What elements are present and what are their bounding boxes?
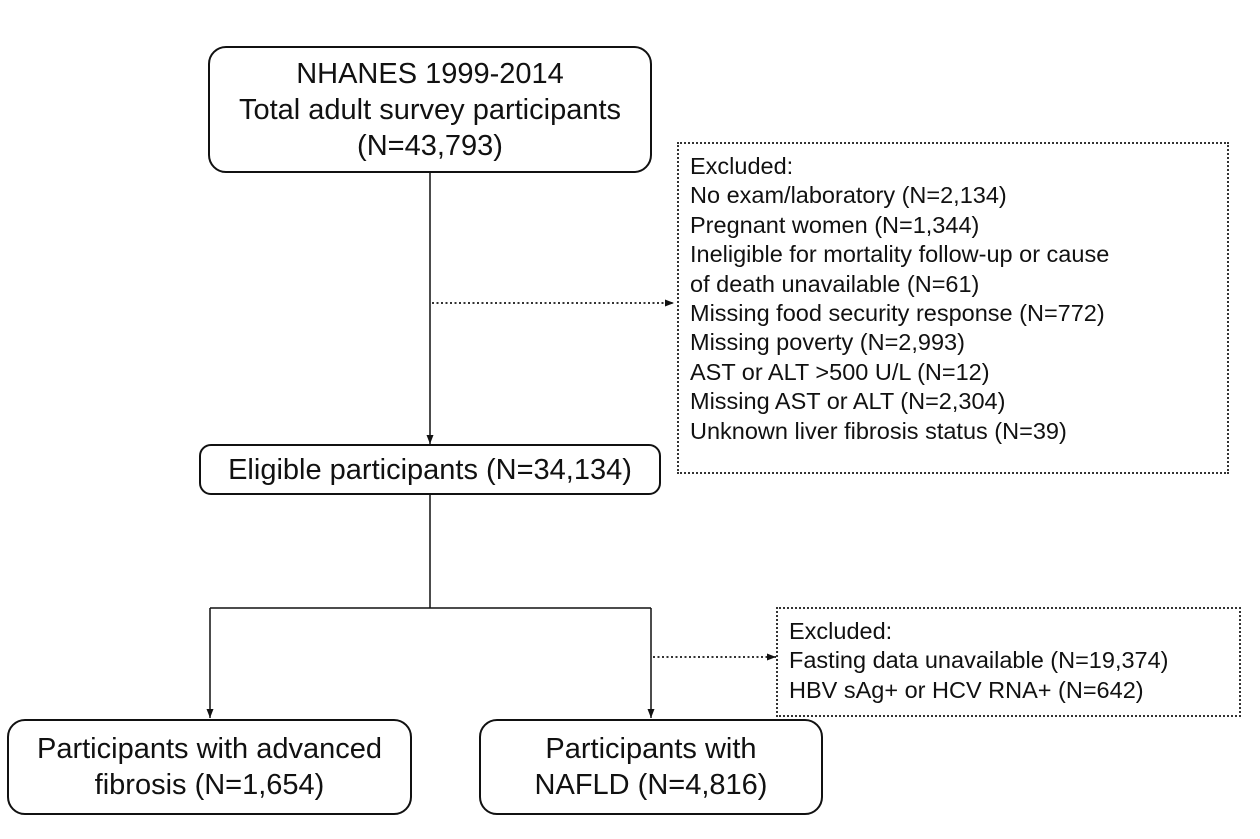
exclusion-1-item: Pregnant women (N=1,344) <box>690 211 980 238</box>
fibrosis-box-line2: fibrosis (N=1,654) <box>94 769 325 801</box>
exclusion-1-item: AST or ALT >500 U/L (N=12) <box>690 358 990 385</box>
exclusion-1-item: Missing AST or ALT (N=2,304) <box>690 388 1006 415</box>
exclusion-1-item: Missing poverty (N=2,993) <box>690 329 965 356</box>
nafld-box-line1: Participants with <box>545 733 757 765</box>
eligible-box: Eligible participants (N=34,134) <box>199 444 661 495</box>
start-box-line1: NHANES 1999-2014 <box>296 57 564 90</box>
exclusion-2-item: Fasting data unavailable (N=19,374) <box>789 647 1169 674</box>
exclusion-box-2: Excluded: Fasting data unavailable (N=19… <box>776 607 1241 717</box>
nafld-box: Participants with NAFLD (N=4,816) <box>479 719 823 815</box>
nafld-box-line2: NAFLD (N=4,816) <box>534 769 768 801</box>
exclusion-1-title: Excluded: <box>690 153 794 179</box>
fibrosis-box-line1: Participants with advanced <box>37 733 382 765</box>
start-box: NHANES 1999-2014 Total adult survey part… <box>208 46 652 173</box>
exclusion-1-item: Missing food security response (N=772) <box>690 300 1105 327</box>
start-box-line2: Total adult survey participants <box>238 93 622 126</box>
exclusion-1-item: of death unavailable (N=61) <box>690 270 980 297</box>
start-box-line3: (N=43,793) <box>357 129 503 162</box>
exclusion-box-1: Excluded: No exam/laboratory (N=2,134) P… <box>677 142 1229 474</box>
exclusion-2-item: HBV sAg+ or HCV RNA+ (N=642) <box>789 676 1144 703</box>
fibrosis-box: Participants with advanced fibrosis (N=1… <box>7 719 412 815</box>
exclusion-1-item: Ineligible for mortality follow-up or ca… <box>690 241 1110 268</box>
exclusion-1-item: Unknown liver fibrosis status (N=39) <box>690 417 1067 444</box>
exclusion-2-title: Excluded: <box>789 618 893 644</box>
exclusion-1-item: No exam/laboratory (N=2,134) <box>690 182 1007 209</box>
eligible-box-label: Eligible participants (N=34,134) <box>228 453 632 486</box>
